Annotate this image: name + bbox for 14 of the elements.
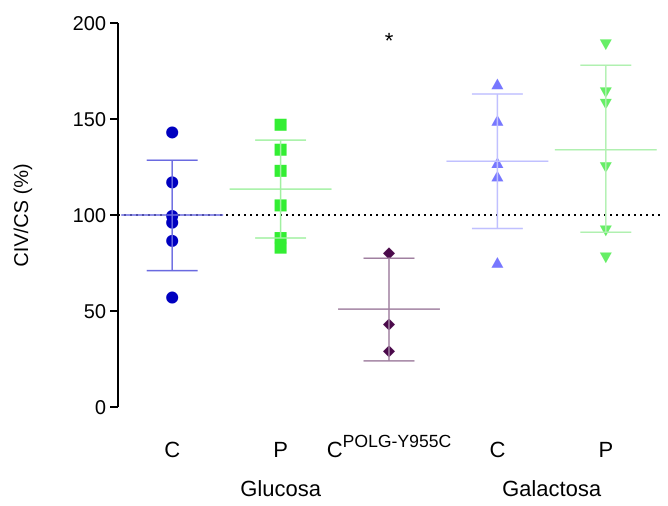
annotation: * <box>384 28 394 53</box>
text: Glucosa <box>240 476 322 501</box>
y-tick-label: 0 <box>94 397 106 419</box>
y-tick-label: 200 <box>72 13 106 35</box>
y-tick-label: 50 <box>84 301 106 323</box>
y-tick-label: 150 <box>72 109 106 131</box>
x-tick-label: C$^{POLG-Y955C}$ <box>326 431 452 462</box>
y-axis-title: CIV/CS (%) <box>11 163 33 267</box>
x-tick-label: P <box>598 437 614 462</box>
x-tick-label: P <box>273 437 288 462</box>
x-tick-label: C <box>164 437 180 462</box>
text: Galactosa <box>502 476 602 501</box>
x-tick-label: C <box>489 437 506 462</box>
y-tick-label: 100 <box>72 205 106 227</box>
